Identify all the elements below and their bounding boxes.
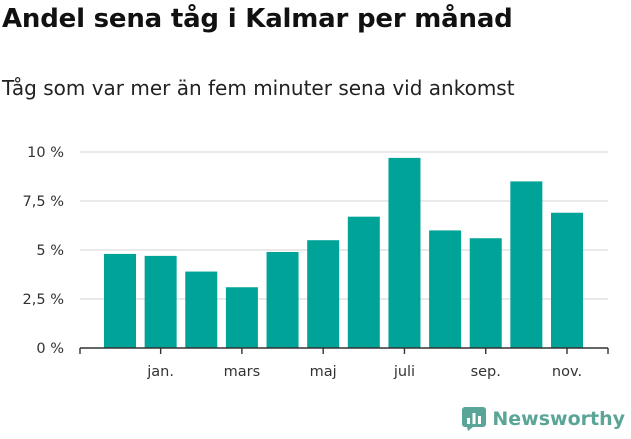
y-tick-label: 2,5 % xyxy=(23,292,64,308)
y-tick-label: 10 % xyxy=(27,145,64,161)
newsworthy-logo-icon xyxy=(462,407,487,431)
x-tick-labels: jan. mars maj juli sep. nov. xyxy=(146,364,582,380)
bar-dec xyxy=(104,253,136,348)
bar-nov xyxy=(551,212,583,348)
y-tick-label: 5 % xyxy=(36,243,64,259)
newsworthy-logo: Newsworthy xyxy=(462,407,625,431)
bar-apr xyxy=(266,251,299,348)
y-tick-label: 7,5 % xyxy=(23,194,64,210)
newsworthy-logo-text: Newsworthy xyxy=(492,408,625,430)
y-tick-labels: 0 % 2,5 % 5 % 7,5 % 10 % xyxy=(23,145,64,357)
bar-chart: 0 % 2,5 % 5 % 7,5 % 10 % jan. mars maj juli sep.… xyxy=(23,145,609,380)
bar-maj xyxy=(307,240,340,348)
bars xyxy=(104,157,583,348)
bar-mars xyxy=(225,287,258,348)
bar-feb xyxy=(185,271,218,348)
axes xyxy=(79,347,609,354)
bar-okt xyxy=(510,181,543,348)
y-tick-label: 0 % xyxy=(36,341,64,357)
x-tick-label: sep. xyxy=(471,364,501,380)
x-tick-label: jan. xyxy=(146,364,174,380)
bar-juli xyxy=(388,157,421,348)
bar-sep xyxy=(469,238,502,348)
chart-title: Andel sena tåg i Kalmar per månad xyxy=(2,4,513,34)
x-tick-label: juli xyxy=(393,364,415,380)
x-tick-label: nov. xyxy=(552,364,582,380)
x-tick-label: maj xyxy=(310,364,337,380)
chart-subtitle: Tåg som var mer än fem minuter sena vid … xyxy=(2,76,515,100)
bar-jan xyxy=(144,255,177,348)
bar-aug xyxy=(429,230,462,348)
bar-juni xyxy=(347,216,380,348)
x-tick-label: mars xyxy=(224,364,261,380)
